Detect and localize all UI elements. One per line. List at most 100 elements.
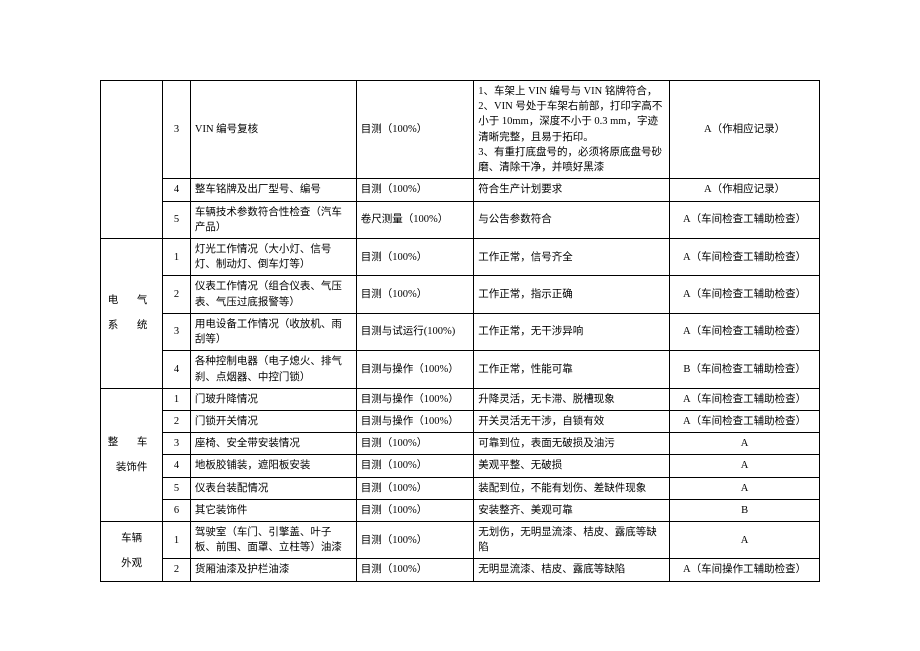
row-req: 美观平整、无破损: [474, 455, 670, 477]
row-method: 目测（100%）: [356, 81, 474, 179]
row-num: 3: [163, 81, 191, 179]
row-req: 工作正常，性能可靠: [474, 351, 670, 388]
table-row: 整 车 装饰件 1 门玻升降情况 目测与操作（100%） 升降灵活，无卡滞、脱槽…: [101, 388, 820, 410]
row-method: 目测（100%）: [356, 455, 474, 477]
group-line: 装饰件: [105, 460, 158, 475]
row-grade: A（车间检查工辅助检查）: [670, 238, 820, 275]
table-row: 4 地板胶铺装，遮阳板安装 目测（100%） 美观平整、无破损 A: [101, 455, 820, 477]
row-grade: B: [670, 499, 820, 521]
row-req: 与公告参数符合: [474, 201, 670, 238]
row-grade: A（车间检查工辅助检查）: [670, 410, 820, 432]
table-row: 电 气 系 统 1 灯光工作情况（大小灯、信号灯、制动灯、倒车灯等） 目测（10…: [101, 238, 820, 275]
table-row: 3 用电设备工作情况（收放机、雨刮等） 目测与试运行(100%) 工作正常，无干…: [101, 313, 820, 350]
row-method: 目测（100%）: [356, 238, 474, 275]
row-num: 1: [163, 388, 191, 410]
row-item: 灯光工作情况（大小灯、信号灯、制动灯、倒车灯等）: [190, 238, 356, 275]
row-req: 开关灵活无干涉，自锁有效: [474, 410, 670, 432]
row-num: 2: [163, 410, 191, 432]
row-req: 无明显流漆、桔皮、露底等缺陷: [474, 559, 670, 581]
group-cell: [101, 81, 163, 239]
table-row: 5 仪表台装配情况 目测（100%） 装配到位，不能有划伤、差缺件现象 A: [101, 477, 820, 499]
row-method: 目测（100%）: [356, 179, 474, 201]
table-row: 4 整车铭牌及出厂型号、编号 目测（100%） 符合生产计划要求 A（作相应记录…: [101, 179, 820, 201]
row-item: 仪表工作情况（组合仪表、气压表、气压过底报警等）: [190, 276, 356, 313]
group-cell: 车辆 外观: [101, 522, 163, 582]
row-grade: A（作相应记录）: [670, 179, 820, 201]
row-num: 6: [163, 499, 191, 521]
row-grade: B（车间检查工辅助检查）: [670, 351, 820, 388]
row-num: 5: [163, 477, 191, 499]
row-grade: A（作相应记录）: [670, 81, 820, 179]
row-req: 装配到位，不能有划伤、差缺件现象: [474, 477, 670, 499]
row-req: 工作正常，信号齐全: [474, 238, 670, 275]
row-num: 4: [163, 351, 191, 388]
group-line: 车辆: [105, 531, 158, 546]
row-method: 目测与试运行(100%): [356, 313, 474, 350]
row-method: 目测与操作（100%）: [356, 351, 474, 388]
row-num: 1: [163, 238, 191, 275]
table-row: 4 各种控制电器（电子熄火、排气刹、点烟器、中控门锁） 目测与操作（100%） …: [101, 351, 820, 388]
group-line: 系 统: [105, 318, 158, 333]
row-grade: A: [670, 522, 820, 559]
row-num: 5: [163, 201, 191, 238]
row-num: 2: [163, 276, 191, 313]
row-grade: A（车间检查工辅助检查）: [670, 276, 820, 313]
row-item: 仪表台装配情况: [190, 477, 356, 499]
table-row: 车辆 外观 1 驾驶室（车门、引擎盖、叶子板、前围、面罩、立柱等）油漆 目测（1…: [101, 522, 820, 559]
row-num: 3: [163, 433, 191, 455]
group-line: 外观: [105, 556, 158, 571]
row-method: 目测（100%）: [356, 276, 474, 313]
row-item: 地板胶铺装，遮阳板安装: [190, 455, 356, 477]
table-row: 6 其它装饰件 目测（100%） 安装整齐、美观可靠 B: [101, 499, 820, 521]
row-method: 目测（100%）: [356, 477, 474, 499]
row-item: 各种控制电器（电子熄火、排气刹、点烟器、中控门锁）: [190, 351, 356, 388]
table-row: 3 座椅、安全带安装情况 目测（100%） 可靠到位，表面无破损及油污 A: [101, 433, 820, 455]
inspection-table: 3 VIN 编号复核 目测（100%） 1、车架上 VIN 编号与 VIN 铭牌…: [100, 80, 820, 582]
row-req: 安装整齐、美观可靠: [474, 499, 670, 521]
row-item: 座椅、安全带安装情况: [190, 433, 356, 455]
table-row: 2 货厢油漆及护栏油漆 目测（100%） 无明显流漆、桔皮、露底等缺陷 A（车间…: [101, 559, 820, 581]
table-row: 2 门锁开关情况 目测与操作（100%） 开关灵活无干涉，自锁有效 A（车间检查…: [101, 410, 820, 432]
group-cell: 整 车 装饰件: [101, 388, 163, 521]
table-row: 3 VIN 编号复核 目测（100%） 1、车架上 VIN 编号与 VIN 铭牌…: [101, 81, 820, 179]
group-line: 电 气: [105, 293, 158, 308]
row-item: VIN 编号复核: [190, 81, 356, 179]
row-method: 卷尺测量（100%）: [356, 201, 474, 238]
row-grade: A（车间操作工辅助检查）: [670, 559, 820, 581]
row-method: 目测（100%）: [356, 433, 474, 455]
row-num: 4: [163, 455, 191, 477]
row-req: 1、车架上 VIN 编号与 VIN 铭牌符合， 2、VIN 号处于车架右前部，打…: [474, 81, 670, 179]
row-method: 目测（100%）: [356, 559, 474, 581]
row-item: 门玻升降情况: [190, 388, 356, 410]
group-line: 整 车: [105, 435, 158, 450]
row-grade: A: [670, 433, 820, 455]
row-req: 可靠到位，表面无破损及油污: [474, 433, 670, 455]
row-method: 目测与操作（100%）: [356, 388, 474, 410]
row-req: 工作正常，指示正确: [474, 276, 670, 313]
row-grade: A: [670, 455, 820, 477]
table-row: 2 仪表工作情况（组合仪表、气压表、气压过底报警等） 目测（100%） 工作正常…: [101, 276, 820, 313]
row-item: 其它装饰件: [190, 499, 356, 521]
row-num: 1: [163, 522, 191, 559]
row-num: 3: [163, 313, 191, 350]
row-req: 符合生产计划要求: [474, 179, 670, 201]
row-num: 4: [163, 179, 191, 201]
row-item: 门锁开关情况: [190, 410, 356, 432]
row-grade: A: [670, 477, 820, 499]
table-row: 5 车辆技术参数符合性检查（汽车产品） 卷尺测量（100%） 与公告参数符合 A…: [101, 201, 820, 238]
row-req: 工作正常，无干涉异响: [474, 313, 670, 350]
row-method: 目测（100%）: [356, 522, 474, 559]
row-grade: A（车间检查工辅助检查）: [670, 388, 820, 410]
row-item: 车辆技术参数符合性检查（汽车产品）: [190, 201, 356, 238]
row-item: 货厢油漆及护栏油漆: [190, 559, 356, 581]
row-method: 目测与操作（100%）: [356, 410, 474, 432]
row-method: 目测（100%）: [356, 499, 474, 521]
row-grade: A（车间检查工辅助检查）: [670, 313, 820, 350]
row-req: 无划伤，无明显流漆、桔皮、露底等缺陷: [474, 522, 670, 559]
row-grade: A（车间检查工辅助检查）: [670, 201, 820, 238]
row-req: 升降灵活，无卡滞、脱槽现象: [474, 388, 670, 410]
row-item: 用电设备工作情况（收放机、雨刮等）: [190, 313, 356, 350]
row-item: 驾驶室（车门、引擎盖、叶子板、前围、面罩、立柱等）油漆: [190, 522, 356, 559]
group-cell: 电 气 系 统: [101, 238, 163, 388]
row-item: 整车铭牌及出厂型号、编号: [190, 179, 356, 201]
